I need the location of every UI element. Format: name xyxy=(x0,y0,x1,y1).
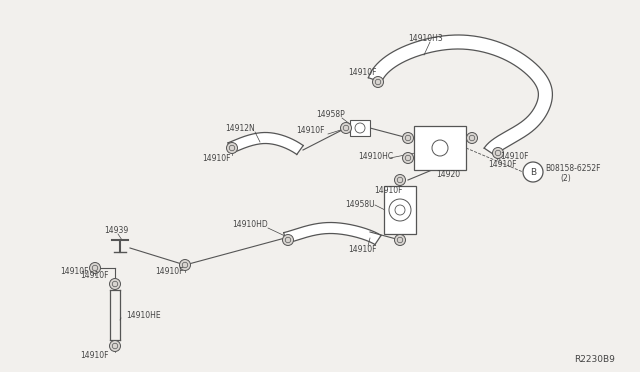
Text: 14910F: 14910F xyxy=(296,125,324,135)
Text: 14910F: 14910F xyxy=(348,246,376,254)
Polygon shape xyxy=(228,132,303,154)
Text: 14910HC: 14910HC xyxy=(358,151,393,160)
Text: 14910F: 14910F xyxy=(60,267,88,276)
Circle shape xyxy=(109,340,120,352)
Text: 14910F: 14910F xyxy=(202,154,230,163)
Text: 14910F: 14910F xyxy=(500,151,529,160)
Text: 14912N: 14912N xyxy=(225,124,255,132)
Polygon shape xyxy=(284,222,381,244)
Text: 14910H3: 14910H3 xyxy=(408,33,443,42)
Circle shape xyxy=(403,132,413,144)
Circle shape xyxy=(282,234,294,246)
Text: 14910F: 14910F xyxy=(155,267,184,276)
Circle shape xyxy=(90,263,100,273)
Circle shape xyxy=(523,162,543,182)
Text: B: B xyxy=(530,167,536,176)
Text: 14910F: 14910F xyxy=(80,352,109,360)
Circle shape xyxy=(394,234,406,246)
Bar xyxy=(414,126,466,170)
Text: 14958U: 14958U xyxy=(345,199,374,208)
Circle shape xyxy=(340,122,351,134)
Text: B08158-6252F: B08158-6252F xyxy=(545,164,600,173)
Bar xyxy=(350,120,370,136)
Circle shape xyxy=(467,132,477,144)
Bar xyxy=(384,186,416,234)
Text: (2): (2) xyxy=(560,173,571,183)
Text: 14910F: 14910F xyxy=(488,160,516,169)
Text: 14920: 14920 xyxy=(436,170,460,179)
Circle shape xyxy=(372,77,383,87)
Text: 14910F: 14910F xyxy=(374,186,403,195)
Text: 14910F: 14910F xyxy=(348,67,376,77)
Text: 14910F: 14910F xyxy=(80,270,109,279)
Circle shape xyxy=(109,279,120,289)
Text: R2230B9: R2230B9 xyxy=(574,356,615,365)
Circle shape xyxy=(394,174,406,186)
Text: 14958P: 14958P xyxy=(316,109,345,119)
Circle shape xyxy=(179,260,191,270)
Circle shape xyxy=(227,142,237,154)
Text: 14910HE: 14910HE xyxy=(126,311,161,321)
Circle shape xyxy=(403,153,413,164)
Text: 14939: 14939 xyxy=(104,225,128,234)
Circle shape xyxy=(493,148,504,158)
Polygon shape xyxy=(369,35,552,156)
Text: 14910HD: 14910HD xyxy=(232,219,268,228)
